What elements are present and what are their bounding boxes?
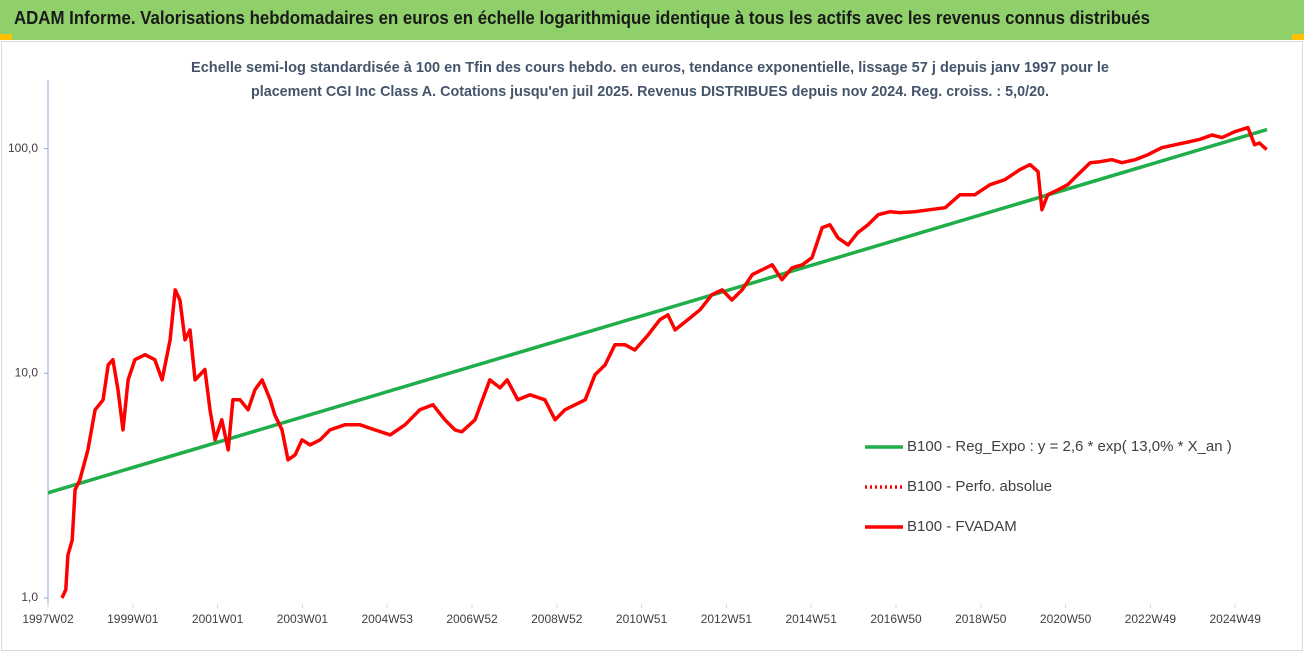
x-tick-label: 2014W51 — [786, 612, 838, 626]
x-tick-label: 2003W01 — [277, 612, 329, 626]
x-tick-label: 2001W01 — [192, 612, 244, 626]
x-tick-label: 2012W51 — [701, 612, 753, 626]
legend-label: B100 - Perfo. absolue — [907, 478, 1052, 495]
x-tick-label: 2020W50 — [1040, 612, 1092, 626]
x-tick-label: 2004W53 — [362, 612, 414, 626]
header-accent — [1292, 34, 1304, 40]
x-tick-label: 2024W49 — [1210, 612, 1262, 626]
legend-label: B100 - Reg_Expo : y = 2,6 * exp( 13,0% *… — [907, 438, 1232, 455]
chart-subtitle: placement CGI Inc Class A. Cotations jus… — [251, 83, 1049, 100]
series-line — [47, 127, 1268, 495]
x-tick-label: 2006W52 — [446, 612, 498, 626]
x-tick-label: 2010W51 — [616, 612, 668, 626]
y-tick-label: 100,0 — [8, 141, 38, 155]
x-tick-label: 2018W50 — [955, 612, 1007, 626]
legend-label: B100 - FVADAM — [907, 518, 1017, 535]
x-tick-label: 2022W49 — [1125, 612, 1177, 626]
y-tick-label: 1,0 — [21, 590, 38, 604]
plot-frame — [1, 41, 1303, 651]
chart-title: ADAM Informe. Valorisations hebdomadaire… — [14, 8, 1150, 28]
chart-subtitle: Echelle semi-log standardisée à 100 en T… — [191, 59, 1109, 76]
header-accent — [0, 34, 12, 40]
x-tick-label: 1997W02 — [22, 612, 74, 626]
y-tick-label: 10,0 — [15, 365, 39, 379]
x-tick-label: 2008W52 — [531, 612, 583, 626]
header-bar — [0, 0, 1304, 40]
x-tick-label: 1999W01 — [107, 612, 159, 626]
x-tick-label: 2016W50 — [870, 612, 922, 626]
series-line — [60, 125, 1268, 599]
